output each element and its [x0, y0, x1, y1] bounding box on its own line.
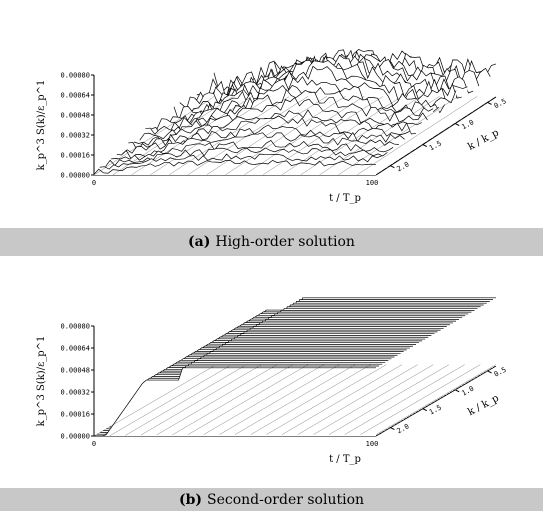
surface-cross-line [172, 364, 293, 436]
z-tick-label: 0.00032 [60, 132, 90, 140]
surface-plot-second-order: 0.00000 0.00016 0.00032 0.00048 0.00064 0.000… [36, 297, 508, 465]
surface-cross-line [328, 364, 450, 435]
surface-cross-line [266, 364, 387, 435]
surface-line [99, 153, 382, 170]
y-axis-label: k / k_p [466, 393, 501, 418]
y-tick-mark [422, 144, 428, 148]
z-tick-label: 0.00048 [60, 112, 90, 120]
panel-high-order: 0.00000 0.00016 0.00032 0.00048 0.00064 0.000… [0, 0, 543, 228]
surface-mask [94, 160, 376, 175]
surface-line [93, 159, 377, 175]
surface-cross-line [281, 364, 403, 435]
surface-cross-line [244, 96, 365, 175]
surface-cross-line [219, 364, 340, 435]
x-tick-label: 0 [92, 179, 96, 187]
y-tick-mark [390, 427, 395, 431]
y-axis-line [375, 96, 497, 176]
surface-cross-line [206, 96, 327, 175]
surface-plot-high-order: 0.00000 0.00016 0.00032 0.00048 0.00064 0.000… [36, 49, 508, 204]
z-axis-label: k_p^3 S(k)/ε_p^1 [36, 336, 47, 427]
surface-cross-line [375, 364, 497, 435]
z-tick-label: 0.00016 [60, 152, 90, 160]
z-axis-label: k_p^3 S(k)/ε_p^1 [36, 80, 47, 171]
surface-cross-line [344, 364, 465, 435]
y-tick-label: 2.0 [396, 422, 411, 435]
x-tick-label: 0 [92, 440, 96, 448]
surface-cross-line [150, 96, 271, 175]
y-axis-line [375, 365, 497, 437]
caption-a-label: (a) [188, 234, 211, 250]
surface-cross-line [360, 364, 481, 435]
y-tick-mark [454, 389, 460, 393]
surface-line [156, 76, 440, 130]
surface-cross-line [250, 364, 371, 435]
z-tick-label: 0.00064 [60, 92, 90, 100]
z-tick-label: 0.00000 [60, 433, 90, 441]
y-tick-mark [454, 123, 460, 126]
caption-b-text: Second-order solution [207, 491, 365, 508]
caption-b-label: (b) [178, 491, 202, 508]
caption-a-text: High-order solution [215, 234, 355, 250]
y-tick-label: 1.0 [460, 118, 475, 131]
surface-cross-line [313, 364, 434, 435]
surface-cross-line [109, 365, 230, 437]
caption-a: (a) High-order solution [0, 228, 543, 256]
surface-cross-line [375, 96, 497, 175]
y-tick-label: 1.5 [428, 403, 443, 416]
surface-cross-line [234, 364, 356, 435]
surface-cross-line [319, 96, 440, 175]
surface-cross-line [156, 364, 277, 436]
surface-cross-line [297, 364, 418, 435]
y-tick-label: 1.5 [428, 139, 443, 152]
y-axis-label: k / k_p [466, 127, 501, 152]
surface-line [162, 65, 445, 127]
surface-cross-line [357, 96, 478, 175]
surface-cross-line [93, 365, 215, 437]
y-tick-mark [390, 165, 395, 169]
x-tick-label: 100 [366, 440, 379, 448]
surface-cross-line [300, 96, 421, 175]
x-tick-label: 100 [366, 179, 379, 187]
surface-line [94, 367, 376, 437]
surface-cross-line [187, 96, 309, 175]
surface-cross-line [225, 96, 346, 175]
surface-cross-line [112, 96, 233, 176]
y-tick-mark [422, 408, 428, 412]
surface-line [111, 140, 394, 161]
surface-line [133, 109, 417, 146]
z-tick-label: 0.00016 [60, 411, 90, 419]
surface-cross-line [169, 96, 290, 175]
y-tick-mark [487, 370, 492, 374]
z-tick-label: 0.00080 [60, 323, 90, 331]
y-tick-label: 1.0 [460, 385, 475, 398]
surface-cross-line [281, 95, 403, 175]
surface-mask [94, 367, 376, 436]
y-tick-label: 2.0 [396, 160, 411, 173]
surface-cross-line [187, 364, 309, 435]
z-tick-label: 0.00000 [60, 172, 90, 180]
surface-cross-line [338, 96, 459, 175]
surface-cross-line [93, 96, 215, 176]
surface-cross-line [140, 364, 262, 436]
z-tick-label: 0.00032 [60, 389, 90, 397]
x-axis-label: t / T_p [329, 193, 361, 204]
y-tick-label: 0.5 [493, 366, 508, 379]
z-tick-label: 0.00064 [60, 345, 90, 353]
panel-second-order: 0.00000 0.00016 0.00032 0.00048 0.00064 0.000… [0, 262, 543, 486]
y-tick-mark [487, 102, 492, 105]
surface-cross-line [131, 96, 252, 176]
surface-line [128, 115, 411, 152]
surface-cross-line [263, 96, 384, 175]
z-tick-label: 0.00080 [60, 72, 90, 80]
x-axis-label: t / T_p [329, 454, 361, 465]
surface-cross-line [125, 365, 246, 436]
z-tick-label: 0.00048 [60, 367, 90, 375]
y-tick-label: 0.5 [493, 97, 508, 110]
surface-cross-line [203, 364, 324, 435]
caption-b: (b) Second-order solution [0, 488, 543, 511]
